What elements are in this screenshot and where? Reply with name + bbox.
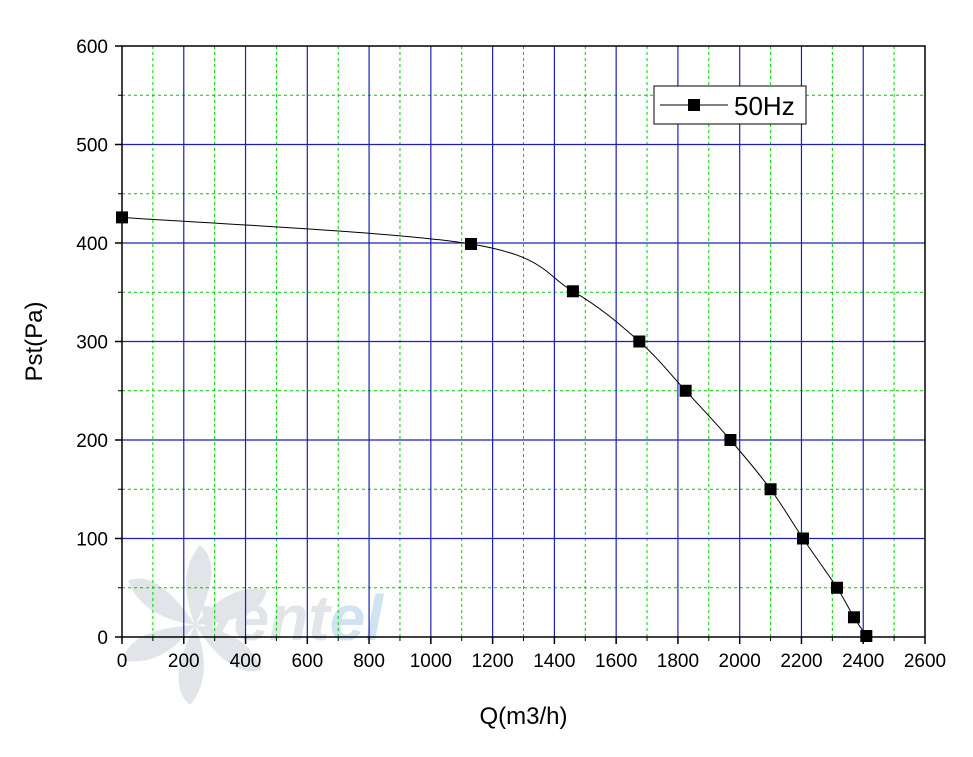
x-tick-label: 2200 bbox=[780, 651, 822, 672]
legend: 50Hz bbox=[653, 85, 807, 125]
watermark-text: ventel bbox=[198, 582, 384, 654]
legend-square-marker bbox=[688, 99, 700, 111]
watermark-fan-blade bbox=[123, 624, 195, 662]
x-tick-label: 400 bbox=[230, 651, 262, 672]
x-tick-label: 2400 bbox=[842, 651, 884, 672]
y-tick-label: 100 bbox=[76, 530, 108, 551]
data-point-marker bbox=[633, 335, 646, 348]
x-axis-tick-labels: 0 200 400 600 800 1000 1200 1400 1600 1800 2000 220… bbox=[117, 651, 946, 672]
x-tick-label: 200 bbox=[168, 651, 200, 672]
x-tick-label: 1000 bbox=[410, 651, 452, 672]
x-axis-ticks bbox=[121, 637, 926, 644]
major-grid bbox=[122, 46, 925, 637]
x-axis-title: Q(m3/h) bbox=[479, 703, 567, 730]
x-tick-label: 2600 bbox=[904, 651, 946, 672]
data-point-marker bbox=[724, 434, 737, 446]
data-point-marker bbox=[566, 285, 579, 298]
series-line-50hz bbox=[121, 216, 867, 637]
y-tick-label: 400 bbox=[76, 234, 108, 255]
data-point-marker bbox=[797, 532, 810, 545]
data-point-marker bbox=[464, 237, 477, 250]
watermark-fan-blade bbox=[186, 545, 212, 625]
ventel-watermark: ventel bbox=[123, 545, 384, 705]
data-point-marker bbox=[764, 483, 777, 496]
y-tick-label: 600 bbox=[76, 37, 108, 58]
data-point-marker bbox=[847, 611, 860, 624]
x-tick-label: 800 bbox=[353, 651, 385, 672]
watermark-fan-blade bbox=[178, 625, 204, 705]
x-tick-label: 1600 bbox=[595, 651, 637, 672]
y-axis-ticks bbox=[115, 45, 122, 638]
data-point-marker bbox=[830, 581, 843, 594]
x-tick-label: 1800 bbox=[657, 651, 699, 672]
data-point-marker bbox=[679, 384, 692, 397]
data-point-marker bbox=[116, 211, 128, 224]
x-tick-label: 600 bbox=[291, 651, 323, 672]
data-point-marker bbox=[860, 630, 873, 643]
watermark-text-accent: el bbox=[330, 582, 385, 654]
y-tick-label: 200 bbox=[76, 431, 108, 452]
y-axis-title: Pst(Pa) bbox=[21, 301, 48, 381]
x-tick-label: 2000 bbox=[719, 651, 761, 672]
y-axis-tick-labels: 0 100 200 300 400 500 600 bbox=[76, 37, 108, 649]
watermark-fan-blade bbox=[128, 578, 195, 625]
series-layer bbox=[116, 211, 873, 643]
x-tick-label: 0 bbox=[117, 651, 128, 672]
legend-label-50hz: 50Hz bbox=[734, 91, 795, 121]
y-tick-label: 0 bbox=[97, 628, 108, 649]
y-tick-label: 500 bbox=[76, 136, 108, 157]
y-tick-label: 300 bbox=[76, 333, 108, 354]
watermark-text-main: vent bbox=[198, 582, 332, 654]
watermark-fan-blade bbox=[195, 588, 267, 625]
x-tick-label: 1200 bbox=[471, 651, 513, 672]
x-tick-label: 1400 bbox=[533, 651, 575, 672]
